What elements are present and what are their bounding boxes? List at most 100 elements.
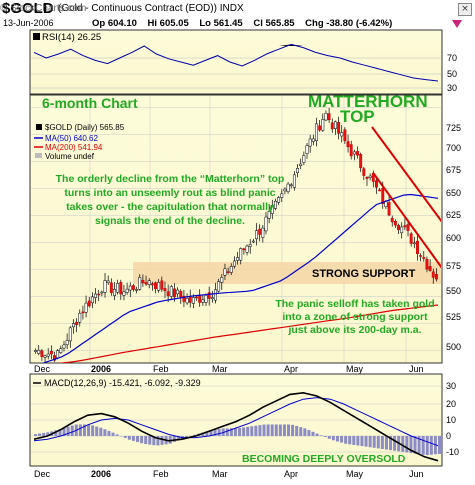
- selloff-annotation-line2: into a zone of strong support: [282, 311, 428, 323]
- candle-body: [188, 296, 192, 303]
- macd-histogram-bar: [360, 436, 364, 447]
- candle-body: [113, 288, 116, 296]
- macd-histogram-bar: [46, 432, 50, 436]
- candle-body: [239, 248, 243, 261]
- candle-body: [78, 312, 82, 323]
- candle-body: [242, 248, 246, 251]
- price-tick-500: 500: [446, 342, 461, 352]
- candle-body: [302, 155, 306, 163]
- oversold-annotation: BECOMING DEEPLY OVERSOLD: [242, 453, 406, 465]
- macd-histogram-bar: [193, 434, 197, 436]
- macd-histogram-bar: [140, 436, 144, 444]
- macd-histogram-bar: [299, 427, 303, 436]
- candle-body: [131, 285, 135, 290]
- source-credit: © StockCharts.com: [0, 3, 87, 14]
- macd-histogram-bar: [160, 436, 164, 445]
- macd-histogram-bar: [287, 424, 291, 436]
- candle-body: [49, 350, 53, 355]
- macd-histogram-bar: [62, 427, 66, 436]
- channel-lines: [371, 126, 441, 269]
- candle-body: [296, 168, 299, 174]
- candle-body: [119, 282, 123, 295]
- macd-histogram-bar: [429, 436, 433, 455]
- ma200-line: [57, 304, 439, 363]
- macd-histogram-bar: [66, 426, 70, 436]
- close-button[interactable]: ×: [458, 3, 472, 16]
- candle-body: [236, 257, 240, 261]
- candle-body: [274, 200, 277, 209]
- macd-histogram-bar: [278, 424, 282, 436]
- macd-tick-10: 10: [446, 415, 456, 425]
- macd-histogram-bar: [87, 424, 91, 436]
- macd-histogram-bar: [311, 431, 315, 436]
- macd-histogram-bar: [225, 428, 229, 436]
- macd-tick-0: 0: [446, 431, 451, 441]
- macd-x-tick-apr: Apr: [284, 469, 298, 479]
- candle-body: [412, 242, 416, 245]
- macd-histogram-bar: [413, 436, 417, 454]
- macd-histogram-bar: [282, 424, 286, 436]
- macd-x-tick-may: May: [346, 469, 364, 479]
- candle-body: [53, 355, 56, 361]
- macd-histogram-bar: [91, 425, 95, 436]
- macd-histogram-bar: [184, 436, 188, 438]
- macd-histogram-bar: [258, 425, 262, 436]
- candle-body: [154, 282, 157, 290]
- candle-body: [59, 348, 63, 353]
- candle-body: [125, 288, 129, 293]
- candle-body: [204, 295, 208, 303]
- date-label: 13-Jun-2006: [3, 18, 54, 28]
- macd-histogram-bar: [331, 436, 335, 441]
- candle-body: [403, 225, 407, 228]
- candle-body: [327, 113, 331, 121]
- macd-histogram-bar: [156, 436, 160, 446]
- candle-body: [43, 355, 47, 358]
- candle-body: [292, 174, 296, 188]
- macd-histogram-bar: [384, 436, 388, 450]
- ma200-legend: MA(200) 541.94: [45, 143, 103, 152]
- candle-body: [305, 145, 309, 155]
- macd-histogram-bar: [136, 436, 140, 443]
- macd-histogram-bar: [233, 428, 237, 436]
- macd-histogram-bar: [405, 436, 409, 453]
- macd-histogram-bar: [380, 436, 384, 449]
- candle-body: [381, 188, 385, 204]
- candle-body: [393, 220, 397, 226]
- price-tick-550: 550: [446, 286, 461, 296]
- candle-body: [100, 291, 104, 294]
- candle-body: [368, 175, 372, 178]
- x-tick-dec: Dec: [34, 364, 51, 374]
- rsi-label: RSI(14) 26.25: [42, 32, 101, 43]
- close-value: Cl 565.85: [253, 18, 295, 29]
- candle-body: [270, 205, 274, 214]
- candle-body: [248, 244, 252, 247]
- macd-x-tick-2006: 2006: [91, 469, 111, 479]
- candle-body: [195, 296, 198, 299]
- symbol-description: (Gold - Continuous Contract (EOD)) INDX: [58, 3, 244, 14]
- macd-histogram-bar: [254, 425, 258, 436]
- rsi-line: [33, 43, 439, 82]
- macd-histogram-bar: [127, 436, 131, 440]
- macd-histogram-bar: [250, 426, 254, 436]
- macd-histogram-bar: [176, 436, 180, 441]
- symbol-title: $GOLD: [2, 0, 54, 17]
- candle-body: [280, 193, 284, 198]
- macd-histogram-bar: [70, 425, 74, 436]
- candle-body: [40, 350, 44, 357]
- rsi-tick-70: 70: [447, 53, 457, 63]
- candle-body: [128, 285, 132, 291]
- candle-body: [308, 138, 312, 147]
- candle-body: [106, 280, 110, 284]
- macd-panel: MACD(12,26,9) -15.421, -6.092, -9.329 30…: [29, 373, 459, 479]
- macd-histogram-bar: [144, 436, 148, 445]
- candle-body: [163, 288, 167, 292]
- candle-body: [416, 240, 419, 254]
- candle-body: [135, 289, 139, 291]
- candle-body: [406, 224, 410, 231]
- candle-body: [220, 277, 224, 283]
- candle-body: [390, 217, 394, 223]
- macd-x-tick-jun: Jun: [409, 469, 424, 479]
- candle-body: [324, 113, 328, 121]
- candle-body: [330, 122, 334, 130]
- macd-histogram-bar: [205, 431, 209, 436]
